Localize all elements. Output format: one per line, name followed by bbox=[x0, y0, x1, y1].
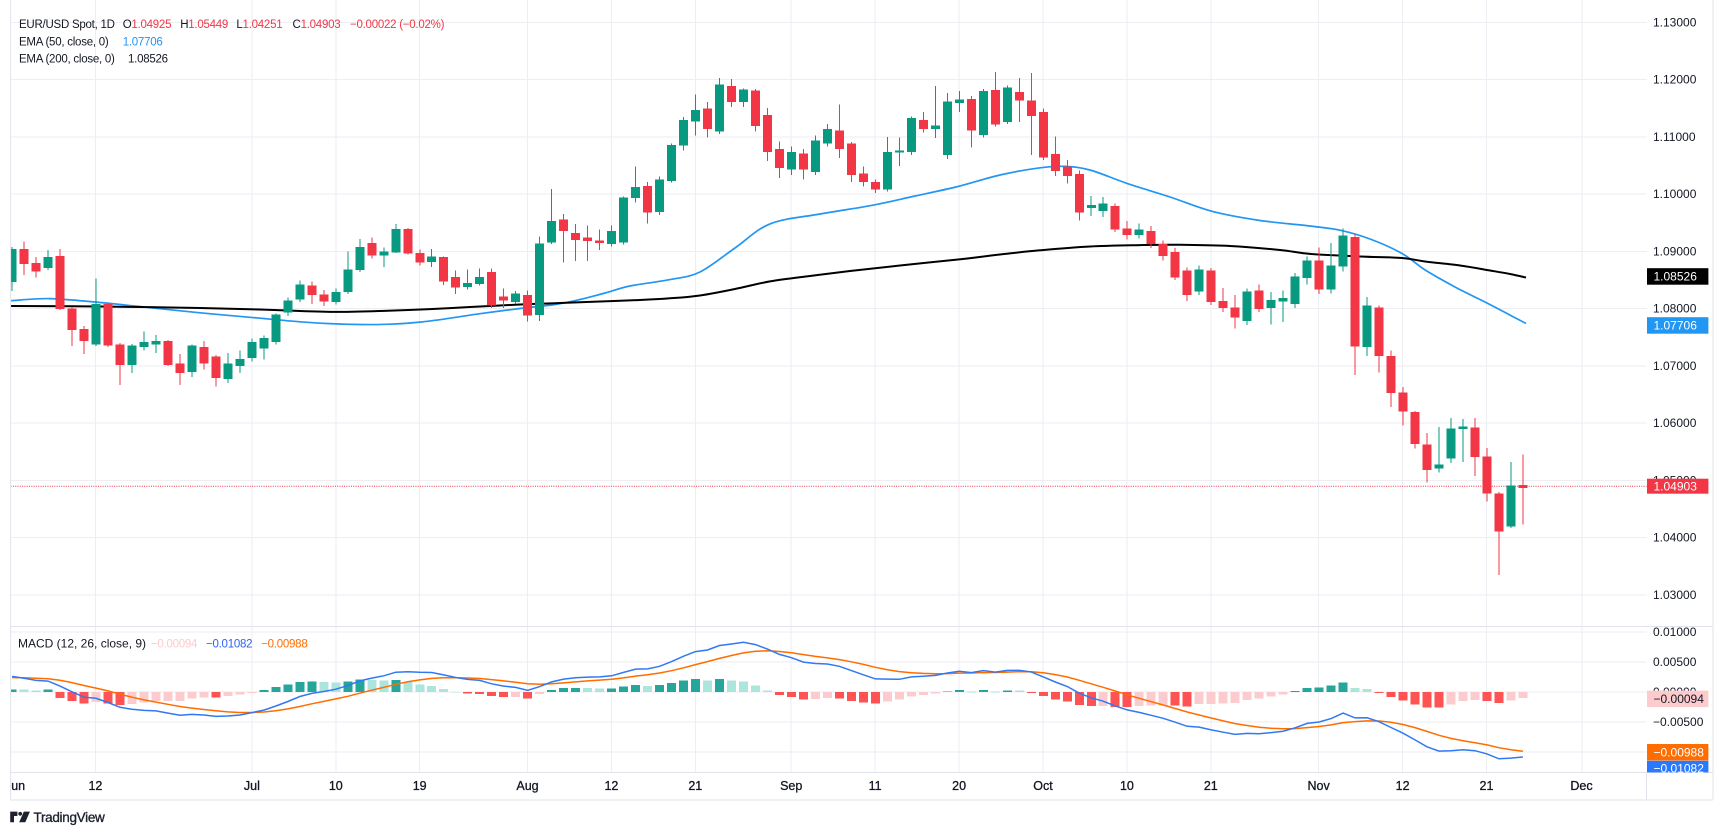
svg-text:−0.01082: −0.01082 bbox=[1654, 762, 1705, 776]
svg-text:1.07000: 1.07000 bbox=[1653, 359, 1697, 373]
svg-text:1.12000: 1.12000 bbox=[1653, 73, 1697, 87]
svg-text:1.11000: 1.11000 bbox=[1653, 130, 1696, 144]
svg-text:−0.00988: −0.00988 bbox=[261, 638, 307, 650]
svg-text:1.07706: 1.07706 bbox=[1654, 319, 1698, 333]
svg-text:EMA (200, close, 0): EMA (200, close, 0) bbox=[19, 54, 115, 66]
svg-text:Jul: Jul bbox=[244, 779, 260, 793]
svg-text:1.03000: 1.03000 bbox=[1653, 588, 1697, 602]
svg-text:−0.00022 (−0.02%): −0.00022 (−0.02%) bbox=[350, 19, 445, 31]
svg-text:Nov: Nov bbox=[1307, 779, 1330, 793]
svg-text:12: 12 bbox=[88, 779, 102, 793]
svg-text:1.08000: 1.08000 bbox=[1653, 302, 1697, 316]
svg-text:MACD (12, 26, close, 9): MACD (12, 26, close, 9) bbox=[18, 636, 146, 650]
svg-text:19: 19 bbox=[413, 779, 427, 793]
svg-text:1.08526: 1.08526 bbox=[1654, 270, 1698, 284]
svg-text:−0.00500: −0.00500 bbox=[1653, 715, 1704, 729]
svg-text:0.00500: 0.00500 bbox=[1653, 655, 1697, 669]
svg-text:21: 21 bbox=[688, 779, 702, 793]
svg-text:1.07706: 1.07706 bbox=[123, 36, 163, 48]
svg-text:1.13000: 1.13000 bbox=[1653, 15, 1697, 29]
svg-text:1.08526: 1.08526 bbox=[128, 54, 168, 66]
svg-text:12: 12 bbox=[1396, 779, 1410, 793]
svg-text:0.01000: 0.01000 bbox=[1653, 625, 1697, 639]
svg-text:21: 21 bbox=[1204, 779, 1218, 793]
svg-text:11: 11 bbox=[869, 779, 882, 793]
svg-text:Dec: Dec bbox=[1570, 779, 1592, 793]
svg-text:1.04903: 1.04903 bbox=[1654, 479, 1698, 493]
svg-text:1.04000: 1.04000 bbox=[1653, 531, 1697, 545]
svg-text:H1.05449: H1.05449 bbox=[180, 19, 228, 31]
svg-text:EMA (50, close, 0): EMA (50, close, 0) bbox=[19, 36, 109, 48]
svg-text:L1.04251: L1.04251 bbox=[236, 19, 282, 31]
svg-text:Oct: Oct bbox=[1033, 779, 1053, 793]
svg-text:1.10000: 1.10000 bbox=[1653, 187, 1697, 201]
svg-text:20: 20 bbox=[952, 779, 966, 793]
svg-text:TradingView: TradingView bbox=[34, 810, 106, 825]
svg-text:10: 10 bbox=[1120, 779, 1134, 793]
svg-text:12: 12 bbox=[604, 779, 618, 793]
svg-text:1.06000: 1.06000 bbox=[1653, 416, 1697, 430]
svg-text:O1.04925: O1.04925 bbox=[123, 19, 172, 31]
svg-text:10: 10 bbox=[329, 779, 343, 793]
svg-text:21: 21 bbox=[1480, 779, 1494, 793]
svg-text:−0.01082: −0.01082 bbox=[206, 638, 252, 650]
svg-text:EUR/USD Spot, 1D: EUR/USD Spot, 1D bbox=[19, 19, 115, 31]
svg-text:Aug: Aug bbox=[516, 779, 538, 793]
svg-text:Sep: Sep bbox=[780, 779, 802, 793]
svg-text:un: un bbox=[11, 779, 25, 793]
svg-text:−0.00988: −0.00988 bbox=[1654, 745, 1705, 759]
svg-text:1.09000: 1.09000 bbox=[1653, 244, 1697, 258]
svg-text:−0.00094: −0.00094 bbox=[151, 638, 198, 650]
svg-text:C1.04903: C1.04903 bbox=[293, 19, 341, 31]
svg-text:−0.00094: −0.00094 bbox=[1654, 692, 1705, 706]
